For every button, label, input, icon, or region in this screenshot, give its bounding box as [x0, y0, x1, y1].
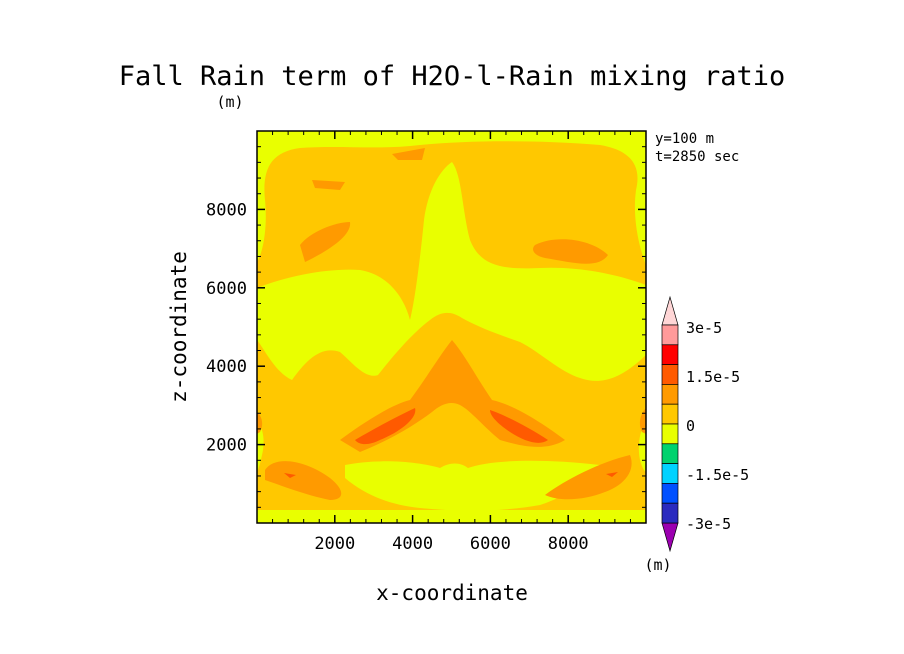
colorbar-segment	[661, 463, 679, 484]
contour-yellow-lower-band	[257, 510, 646, 523]
colorbar-max-arrow	[661, 295, 679, 326]
colorbar-segment	[661, 324, 679, 346]
y-tick-label: 6000	[206, 279, 247, 299]
contour-orange-right-edge	[639, 408, 646, 434]
contour-orange-bottom-right	[545, 455, 632, 500]
x-tick-label: 4000	[392, 534, 433, 554]
colorbar-segment	[661, 483, 679, 504]
x-tick-label: 6000	[470, 534, 511, 554]
contour-red-bottom-right	[606, 472, 618, 477]
contour-field	[257, 131, 646, 523]
contour-red-left	[355, 408, 416, 445]
title-units: (m)	[216, 93, 243, 111]
contour-orange-left-arm	[300, 222, 351, 262]
colorbar-segment	[661, 384, 679, 405]
plot-frame	[256, 130, 647, 524]
colorbar-segment	[661, 502, 679, 524]
y-axis: 2000 4000 6000 8000 z-coordinate	[167, 200, 247, 455]
colorbar-segment	[661, 364, 679, 385]
colorbar-tick-label: 0	[686, 417, 695, 435]
colorbar-units: (m)	[644, 556, 671, 574]
colorbar-segment	[661, 443, 679, 464]
contour-yellow-bottom	[345, 460, 600, 511]
contour-red-right	[490, 410, 548, 443]
y-tick-label: 4000	[206, 357, 247, 377]
contour-orange-bottom-left	[265, 461, 342, 500]
colorbar-tick-label: -1.5e-5	[686, 466, 749, 484]
annotation-y: y=100 m	[655, 131, 714, 147]
x-axis-label: x-coordinate	[376, 581, 528, 605]
colorbar-tick-label: 3e-5	[686, 319, 722, 337]
colorbar-min-arrow	[661, 522, 679, 553]
chart-title: Fall Rain term of H2O-l-Rain mixing rati…	[119, 61, 785, 92]
y-axis-label: z-coordinate	[167, 251, 191, 403]
contour-yellow-band-mid	[257, 162, 646, 381]
contour-red-bottom-left	[284, 473, 296, 478]
contour-orange-top-mid	[392, 148, 425, 160]
colorbar-tick-label: -3e-5	[686, 515, 731, 533]
contour-yellow-frame	[257, 131, 646, 265]
colorbar-tick-label: 1.5e-5	[686, 368, 740, 386]
contour-yellow-left-strip	[257, 420, 264, 472]
colorbar-segment	[661, 344, 679, 365]
x-tick-label: 2000	[314, 534, 355, 554]
annotation-time: t=2850 sec	[655, 149, 739, 165]
colorbar-segment	[661, 403, 679, 425]
y-tick-label: 2000	[206, 436, 247, 456]
colorbar-segment	[661, 423, 679, 445]
contour-orange-right-arm	[533, 239, 608, 264]
x-tick-label: 8000	[548, 534, 589, 554]
y-tick-label: 8000	[206, 200, 247, 220]
colorbar: 3e-5 1.5e-5 0 -1.5e-5 -3e-5 (m)	[644, 295, 749, 574]
contour-orange-top-left	[312, 180, 345, 190]
x-axis: 2000 4000 6000 8000 x-coordinate	[314, 534, 588, 605]
